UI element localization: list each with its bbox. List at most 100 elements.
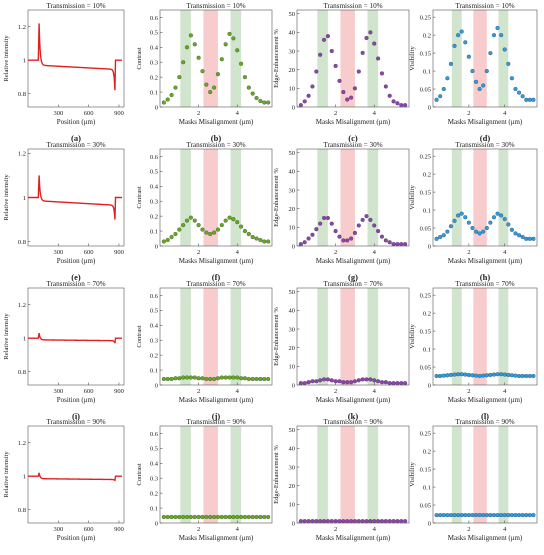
- visibility-data-point: [481, 83, 486, 88]
- contrast-data-point: [246, 232, 251, 237]
- axes-frame: [159, 287, 273, 386]
- panel-j: Transmission = 70% 0 0.1 0.2 0.3 0.4 0.5 0.6 2 4M…: [136, 280, 273, 421]
- edge-data-point: [360, 377, 365, 382]
- y-tick-label: 0.1: [423, 207, 431, 214]
- axes-frame: [432, 148, 538, 247]
- edge-data-point: [379, 234, 385, 239]
- contrast-data-point: [239, 514, 244, 520]
- visibility-data-point: [524, 373, 529, 379]
- contrast-data-point: [235, 220, 240, 225]
- edge-data-point: [368, 377, 373, 382]
- contrast-data-point: [254, 376, 259, 382]
- panel-title: Transmission = 30%: [323, 141, 382, 149]
- x-tick-label: 2: [197, 388, 200, 395]
- y-tick-label: 0: [292, 243, 295, 250]
- contrast-data-point: [219, 223, 224, 228]
- y-tick-label: 10: [289, 364, 296, 371]
- edge-data-point: [349, 236, 354, 241]
- panel-d: Transmission = 10% 0 0.05 0.1 0.15 0.2 0.25 2 4M…: [409, 2, 538, 143]
- contrast-data-point: [208, 514, 213, 520]
- edge-data-point: [372, 519, 377, 524]
- visibility-data-point: [531, 513, 536, 518]
- intensity-profile-line: [28, 23, 122, 91]
- highlight-band-green: [317, 10, 328, 107]
- contrast-data-point: [235, 375, 240, 380]
- panel-e: Transmission = 30% 0.8 1 1.2 300 600 900 Positi…: [3, 141, 125, 282]
- edge-data-point: [337, 234, 342, 239]
- edge-data-point: [314, 379, 319, 384]
- x-tick-label: 4: [503, 110, 507, 117]
- edge-data-point: [376, 56, 381, 61]
- y-tick-label: 0: [292, 520, 295, 527]
- contrast-data-point: [262, 100, 267, 105]
- contrast-data-point: [250, 376, 255, 382]
- highlight-band-red: [203, 149, 218, 246]
- contrast-data-point: [215, 72, 220, 77]
- contrast-data-point: [231, 375, 236, 380]
- contrast-data-point: [169, 234, 174, 240]
- edge-data-point: [298, 242, 303, 247]
- x-tick-label: 2: [467, 526, 470, 533]
- axes-frame: [432, 9, 538, 108]
- visibility-data-point: [502, 217, 507, 222]
- edge-data-point: [329, 378, 334, 383]
- contrast-data-point: [212, 85, 217, 90]
- visibility-data-point: [531, 373, 536, 379]
- visibility-data-point: [499, 372, 504, 377]
- contrast-data-point: [266, 239, 271, 244]
- edge-data-point: [383, 238, 388, 243]
- y-tick-label: 0.4: [150, 184, 159, 191]
- edge-data-point: [325, 215, 330, 221]
- visibility-data-point: [477, 513, 482, 518]
- contrast-data-point: [181, 223, 186, 228]
- y-tick-label: 1: [23, 473, 26, 480]
- edge-data-point: [372, 41, 377, 46]
- edge-data-point: [395, 242, 400, 247]
- edge-data-point: [306, 236, 311, 241]
- y-tick-label: 0: [155, 382, 158, 389]
- contrast-data-point: [184, 375, 190, 380]
- highlight-band-green: [498, 288, 509, 385]
- edge-data-point: [360, 50, 365, 55]
- y-tick-label: 1: [23, 335, 26, 342]
- y-axis-label: Visibility: [409, 185, 416, 210]
- y-tick-label: 0.8: [18, 369, 26, 376]
- edge-data-point: [314, 69, 319, 74]
- highlight-band-green: [451, 149, 462, 246]
- y-tick-label: 50: [289, 289, 296, 296]
- contrast-data-point: [200, 376, 205, 381]
- visibility-data-point: [459, 513, 464, 518]
- edge-data-point: [364, 214, 369, 219]
- contrast-data-point: [262, 239, 267, 244]
- edge-data-point: [403, 242, 408, 247]
- y-tick-label: 40: [289, 446, 296, 453]
- highlight-band-red: [340, 149, 355, 246]
- edge-data-point: [321, 519, 327, 524]
- visibility-data-point: [506, 372, 511, 377]
- visibility-data-point: [456, 33, 461, 38]
- contrast-data-point: [165, 514, 170, 520]
- visibility-data-point: [470, 225, 475, 231]
- contrast-data-point: [204, 82, 209, 87]
- visibility-data-point: [499, 213, 504, 218]
- contrast-data-point: [169, 514, 174, 520]
- panel-i: Transmission = 70% 0.8 1 1.2 300 600 900 Positi…: [3, 280, 125, 421]
- edge-data-point: [298, 103, 303, 108]
- visibility-data-point: [517, 90, 522, 95]
- edge-data-point: [333, 63, 338, 69]
- y-tick-label: 30: [289, 187, 296, 194]
- edge-data-point: [321, 37, 327, 42]
- edge-data-point: [352, 86, 357, 91]
- panel-title: Transmission = 30%: [46, 141, 105, 149]
- x-axis-label: Masks Misalignment (μm): [179, 534, 254, 542]
- visibility-data-point: [463, 215, 468, 220]
- visibility-data-point: [466, 220, 471, 225]
- highlight-band-green: [367, 149, 379, 246]
- y-axis-label: Visibility: [409, 462, 416, 487]
- panel-a: Transmission = 10% 0.8 1 1.2 300 600 900 Positi…: [3, 2, 125, 143]
- visibility-data-point: [463, 40, 468, 45]
- panel-p: Transmission = 90% 0 0.05 0.1 0.15 0.2 0.25 2 4M…: [409, 418, 538, 555]
- y-tick-label: 0.5: [150, 169, 158, 176]
- visibility-data-point: [438, 94, 443, 99]
- x-tick-label: 300: [53, 388, 63, 395]
